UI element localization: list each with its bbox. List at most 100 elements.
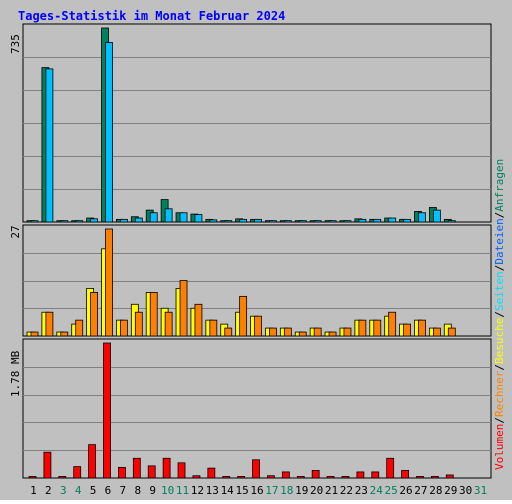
x-tick-day-6: 6 xyxy=(105,484,112,497)
bar-volumen-day-2 xyxy=(43,451,52,479)
bar-rechner-day-12 xyxy=(194,303,203,337)
bar-rechner-day-24 xyxy=(373,319,382,337)
bar-dateien-day-16 xyxy=(254,218,262,223)
x-tick-day-30: 30 xyxy=(459,484,472,497)
legend-separator: / xyxy=(493,417,506,424)
bar-rechner-day-9 xyxy=(149,292,158,337)
bar-dateien-day-11 xyxy=(179,212,188,223)
bar-rechner-day-27 xyxy=(418,319,426,337)
chart-bars xyxy=(26,27,456,479)
x-tick-day-23: 23 xyxy=(355,484,368,497)
bar-rechner-day-5 xyxy=(90,292,99,337)
bar-dateien-day-9 xyxy=(149,212,158,223)
x-tick-day-13: 13 xyxy=(206,484,219,497)
bar-dateien-day-15 xyxy=(239,218,248,223)
bar-rechner-day-6 xyxy=(105,228,113,337)
bar-volumen-day-10 xyxy=(162,457,171,479)
x-tick-day-1: 1 xyxy=(30,484,37,497)
x-tick-day-17: 17 xyxy=(265,484,278,497)
bar-rechner-day-21 xyxy=(328,331,337,337)
bar-rechner-day-15 xyxy=(239,295,248,337)
bar-dateien-day-4 xyxy=(75,220,84,223)
x-tick-day-19: 19 xyxy=(295,484,308,497)
bottom-max-label: 1.78 MB xyxy=(9,350,22,397)
bar-volumen-day-20 xyxy=(311,470,320,479)
bar-dateien-day-26 xyxy=(403,218,411,223)
bar-rechner-day-7 xyxy=(120,319,128,337)
bar-rechner-day-2 xyxy=(45,311,54,337)
legend-seiten: Seiten xyxy=(493,271,506,311)
legend-dateien: Dateien xyxy=(493,218,506,264)
bar-dateien-day-29 xyxy=(447,220,456,223)
bar-volumen-day-1 xyxy=(28,476,37,479)
x-tick-day-12: 12 xyxy=(191,484,204,497)
bar-volumen-day-3 xyxy=(58,476,67,479)
x-tick-day-25: 25 xyxy=(385,484,398,497)
bar-dateien-day-23 xyxy=(358,218,367,223)
x-tick-day-26: 26 xyxy=(399,484,412,497)
bar-rechner-day-13 xyxy=(209,319,218,337)
bar-rechner-day-17 xyxy=(269,327,277,337)
bar-dateien-day-10 xyxy=(164,208,173,223)
bar-rechner-day-10 xyxy=(164,311,173,337)
bar-dateien-day-3 xyxy=(60,220,69,223)
bar-dateien-day-6 xyxy=(105,42,113,223)
bar-volumen-day-25 xyxy=(386,457,395,479)
bar-dateien-day-2 xyxy=(45,68,54,223)
bar-rechner-day-19 xyxy=(298,331,307,337)
legend-anfragen: Anfragen xyxy=(493,159,506,212)
bar-rechner-day-4 xyxy=(75,319,84,337)
bar-volumen-day-4 xyxy=(73,466,82,479)
bar-dateien-day-14 xyxy=(224,220,233,223)
x-axis-labels: 1 2 3 4 5 6 7 8 9 10 11 12 13 14 15 16 17 18 19 20 21 22 23 24 2… xyxy=(30,484,487,497)
x-tick-day-10: 10 xyxy=(161,484,174,497)
x-tick-day-27: 27 xyxy=(414,484,427,497)
bar-dateien-day-1 xyxy=(30,220,39,223)
x-tick-day-18: 18 xyxy=(280,484,293,497)
bar-rechner-day-3 xyxy=(60,331,69,337)
legend-volumen: Volumen xyxy=(493,424,506,470)
legend-separator: / xyxy=(493,364,506,371)
x-tick-day-31: 31 xyxy=(474,484,487,497)
x-tick-day-11: 11 xyxy=(176,484,189,497)
bar-dateien-day-13 xyxy=(209,219,218,223)
bar-dateien-day-7 xyxy=(120,218,128,223)
bar-volumen-day-18 xyxy=(281,471,290,479)
bar-rechner-day-25 xyxy=(388,311,397,337)
x-tick-day-22: 22 xyxy=(340,484,353,497)
bar-volumen-day-6 xyxy=(103,342,111,479)
bar-volumen-day-29 xyxy=(445,474,454,479)
x-tick-day-7: 7 xyxy=(120,484,127,497)
legend-besuche: Besuche xyxy=(493,318,506,364)
bar-volumen-day-24 xyxy=(371,471,380,479)
bar-volumen-day-5 xyxy=(88,444,97,479)
bar-dateien-day-19 xyxy=(298,220,307,223)
bar-dateien-day-25 xyxy=(388,217,397,223)
bar-volumen-day-14 xyxy=(222,476,231,479)
x-tick-day-4: 4 xyxy=(75,484,82,497)
bar-rechner-day-1 xyxy=(30,331,39,337)
bar-volumen-day-21 xyxy=(326,476,335,479)
x-tick-day-21: 21 xyxy=(325,484,338,497)
x-tick-day-14: 14 xyxy=(221,484,235,497)
bar-dateien-day-5 xyxy=(90,218,99,223)
bar-volumen-day-22 xyxy=(341,476,350,479)
bar-rechner-day-23 xyxy=(358,319,367,337)
x-tick-day-20: 20 xyxy=(310,484,323,497)
x-tick-day-29: 29 xyxy=(444,484,457,497)
mid-max-label: 27 xyxy=(9,225,22,238)
bar-rechner-day-22 xyxy=(343,327,352,337)
bar-volumen-day-17 xyxy=(267,475,275,479)
bar-dateien-day-21 xyxy=(328,220,337,223)
bar-rechner-day-8 xyxy=(134,311,143,337)
bar-rechner-day-18 xyxy=(283,327,292,337)
legend-rechner: Rechner xyxy=(493,370,506,417)
bar-rechner-day-28 xyxy=(432,327,441,337)
bar-dateien-day-27 xyxy=(418,212,426,223)
bar-volumen-day-28 xyxy=(430,476,439,479)
bar-volumen-day-15 xyxy=(237,476,246,479)
bar-volumen-day-8 xyxy=(132,457,141,479)
bar-volumen-day-13 xyxy=(207,467,216,479)
bar-volumen-day-12 xyxy=(192,475,201,479)
